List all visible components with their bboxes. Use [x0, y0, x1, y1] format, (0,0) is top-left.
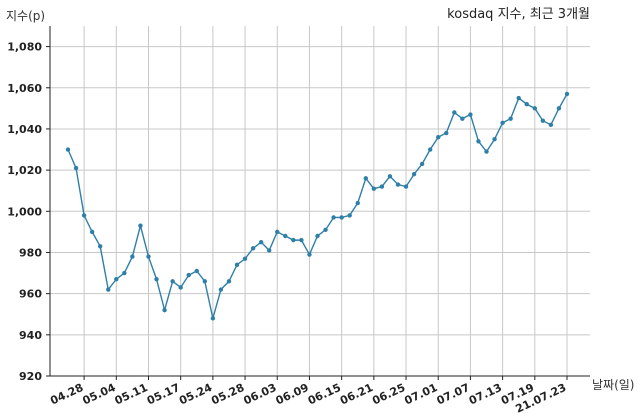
- data-point: [299, 237, 304, 243]
- data-point: [65, 147, 71, 152]
- x-tick-label: 06.09: [274, 381, 311, 407]
- data-point: [267, 248, 272, 253]
- data-point: [162, 307, 167, 313]
- data-point: [556, 106, 562, 111]
- data-point: [146, 254, 151, 259]
- x-tick-label: 05.17: [145, 381, 182, 407]
- x-tick-label: 04.28: [48, 381, 85, 407]
- data-point: [291, 237, 296, 243]
- data-point: [548, 122, 554, 128]
- data-point: [363, 176, 368, 181]
- y-tick-label: 920: [19, 370, 42, 383]
- data-point: [444, 130, 449, 136]
- y-axis-title: 지수(p): [6, 9, 45, 23]
- data-point: [275, 229, 280, 235]
- data-point: [331, 215, 336, 220]
- data-point: [323, 227, 328, 233]
- x-axis-title: 날짜(일): [592, 378, 634, 392]
- data-point: [106, 287, 111, 292]
- data-point: [154, 277, 159, 282]
- grid-lines: [50, 26, 590, 377]
- x-tick-label: 06.03: [241, 381, 278, 407]
- data-point: [452, 110, 457, 115]
- y-tick-label: 1,080: [7, 41, 42, 54]
- data-point: [468, 112, 473, 117]
- data-point: [218, 287, 224, 292]
- data-point: [170, 279, 175, 284]
- data-point: [122, 270, 127, 276]
- data-point: [564, 91, 570, 97]
- data-point: [387, 174, 393, 179]
- data-point: [476, 139, 481, 144]
- data-point: [371, 186, 377, 191]
- data-point: [186, 272, 191, 278]
- x-tick-label: 05.04: [81, 381, 118, 408]
- data-point: [178, 285, 183, 290]
- data-point: [379, 184, 385, 189]
- data-point: [436, 134, 441, 140]
- series-line: [67, 93, 568, 319]
- y-tick-labels: 920 940 960 980 1,000 1,020 1,040 1,060 1,080: [7, 41, 42, 383]
- y-tick-label: 940: [19, 329, 42, 342]
- data-point: [114, 277, 119, 282]
- data-point: [347, 213, 352, 218]
- data-point: [395, 182, 401, 187]
- data-point: [508, 116, 513, 121]
- y-tick-label: 1,020: [7, 164, 42, 177]
- y-tick-label: 1,060: [7, 82, 42, 95]
- data-point: [492, 137, 497, 142]
- y-tick-label: 1,000: [7, 205, 42, 218]
- x-tick-label: 07.13: [467, 381, 504, 407]
- data-point: [427, 147, 433, 152]
- data-point: [138, 223, 143, 228]
- y-tick-label: 960: [19, 288, 42, 301]
- data-point: [516, 95, 521, 101]
- data-point: [532, 106, 538, 111]
- data-point: [355, 200, 360, 206]
- x-tick-label: 05.24: [177, 381, 214, 408]
- y-tick-label: 1,040: [7, 123, 42, 136]
- data-point: [419, 161, 425, 167]
- data-point: [283, 233, 288, 239]
- x-tick-label: 07.01: [402, 381, 439, 407]
- data-point: [89, 229, 95, 235]
- data-point: [307, 252, 312, 257]
- data-point: [234, 262, 240, 268]
- data-point: [194, 268, 199, 274]
- data-point: [81, 213, 87, 218]
- data-point: [226, 279, 232, 284]
- data-point: [460, 116, 465, 121]
- data-points: [65, 91, 570, 321]
- x-tick-label: 07.07: [435, 381, 472, 407]
- data-point: [97, 244, 103, 249]
- chart-title: kosdaq 지수, 최근 3개월: [447, 7, 590, 22]
- x-tick-label: 06.21: [338, 381, 375, 407]
- x-tick-label: 05.28: [209, 381, 246, 407]
- data-point: [242, 256, 248, 261]
- data-point: [524, 102, 529, 107]
- data-point: [250, 246, 256, 251]
- data-point: [411, 172, 417, 177]
- data-point: [540, 118, 546, 123]
- y-tick-label: 980: [19, 246, 42, 259]
- data-point: [258, 239, 264, 245]
- data-point: [500, 120, 505, 125]
- x-tick-label: 06.25: [370, 381, 407, 407]
- data-point: [403, 184, 409, 189]
- series-path: [67, 93, 568, 319]
- x-tick-label: 06.15: [306, 381, 343, 407]
- axes: [46, 26, 590, 380]
- data-point: [202, 279, 208, 284]
- data-point: [73, 165, 79, 171]
- x-tick-label: 05.11: [113, 381, 150, 407]
- data-point: [339, 215, 344, 220]
- x-tick-labels: 04.2805.0405.1105.1705.2405.2806.0306.09…: [48, 381, 568, 416]
- data-point: [130, 254, 135, 259]
- data-point: [484, 149, 489, 154]
- data-point: [210, 316, 216, 321]
- data-point: [315, 233, 320, 239]
